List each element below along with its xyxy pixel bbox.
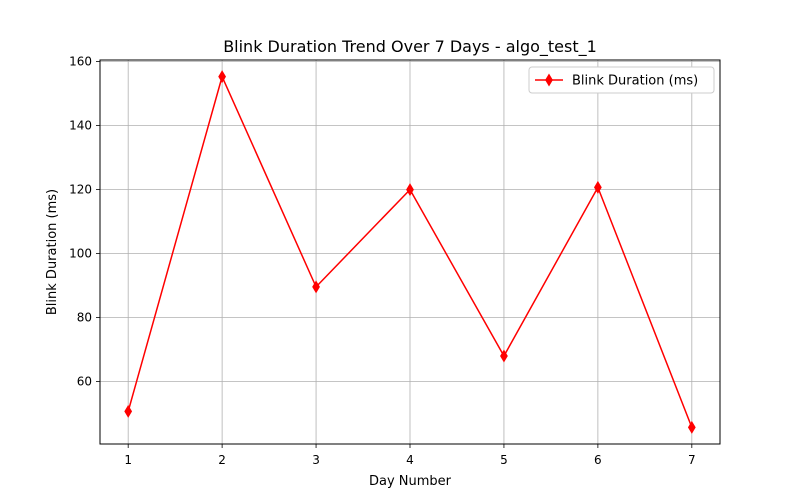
data-point-diamond bbox=[500, 349, 508, 363]
chart-title: Blink Duration Trend Over 7 Days - algo_… bbox=[223, 37, 597, 57]
data-point-diamond bbox=[406, 183, 414, 197]
y-tick-label: 60 bbox=[77, 375, 92, 389]
data-point-diamond bbox=[593, 180, 602, 194]
y-tick-label: 100 bbox=[69, 247, 92, 261]
x-tick-label: 6 bbox=[594, 453, 602, 467]
data-point-diamond bbox=[218, 70, 227, 84]
x-tick-label: 3 bbox=[312, 453, 320, 467]
y-axis-ticks: 60 80 100 120 140 160 bbox=[69, 55, 100, 389]
data-point-diamond bbox=[124, 404, 133, 418]
x-tick-label: 5 bbox=[500, 453, 508, 467]
y-tick-label: 140 bbox=[69, 119, 92, 133]
y-tick-label: 80 bbox=[77, 311, 92, 325]
x-tick-label: 1 bbox=[124, 453, 132, 467]
x-tick-label: 2 bbox=[218, 453, 226, 467]
x-tick-label: 4 bbox=[406, 453, 414, 467]
series-blink-duration bbox=[124, 70, 696, 434]
data-point-diamond bbox=[687, 420, 696, 434]
legend-box bbox=[528, 66, 715, 94]
y-tick-label: 120 bbox=[69, 183, 92, 197]
legend: Blink Duration (ms) bbox=[528, 66, 715, 94]
data-point-diamond bbox=[312, 280, 320, 294]
legend-entry-blink-duration: Blink Duration (ms) bbox=[572, 74, 698, 89]
x-axis-label: Day Number bbox=[369, 474, 452, 489]
x-axis-ticks: 1 2 3 4 5 6 7 bbox=[124, 444, 696, 467]
y-axis-label: Blink Duration (ms) bbox=[45, 189, 60, 315]
y-tick-label: 160 bbox=[69, 55, 92, 69]
grid-lines bbox=[100, 60, 720, 444]
legend-marker-diamond bbox=[545, 73, 553, 87]
x-tick-label: 7 bbox=[688, 453, 696, 467]
